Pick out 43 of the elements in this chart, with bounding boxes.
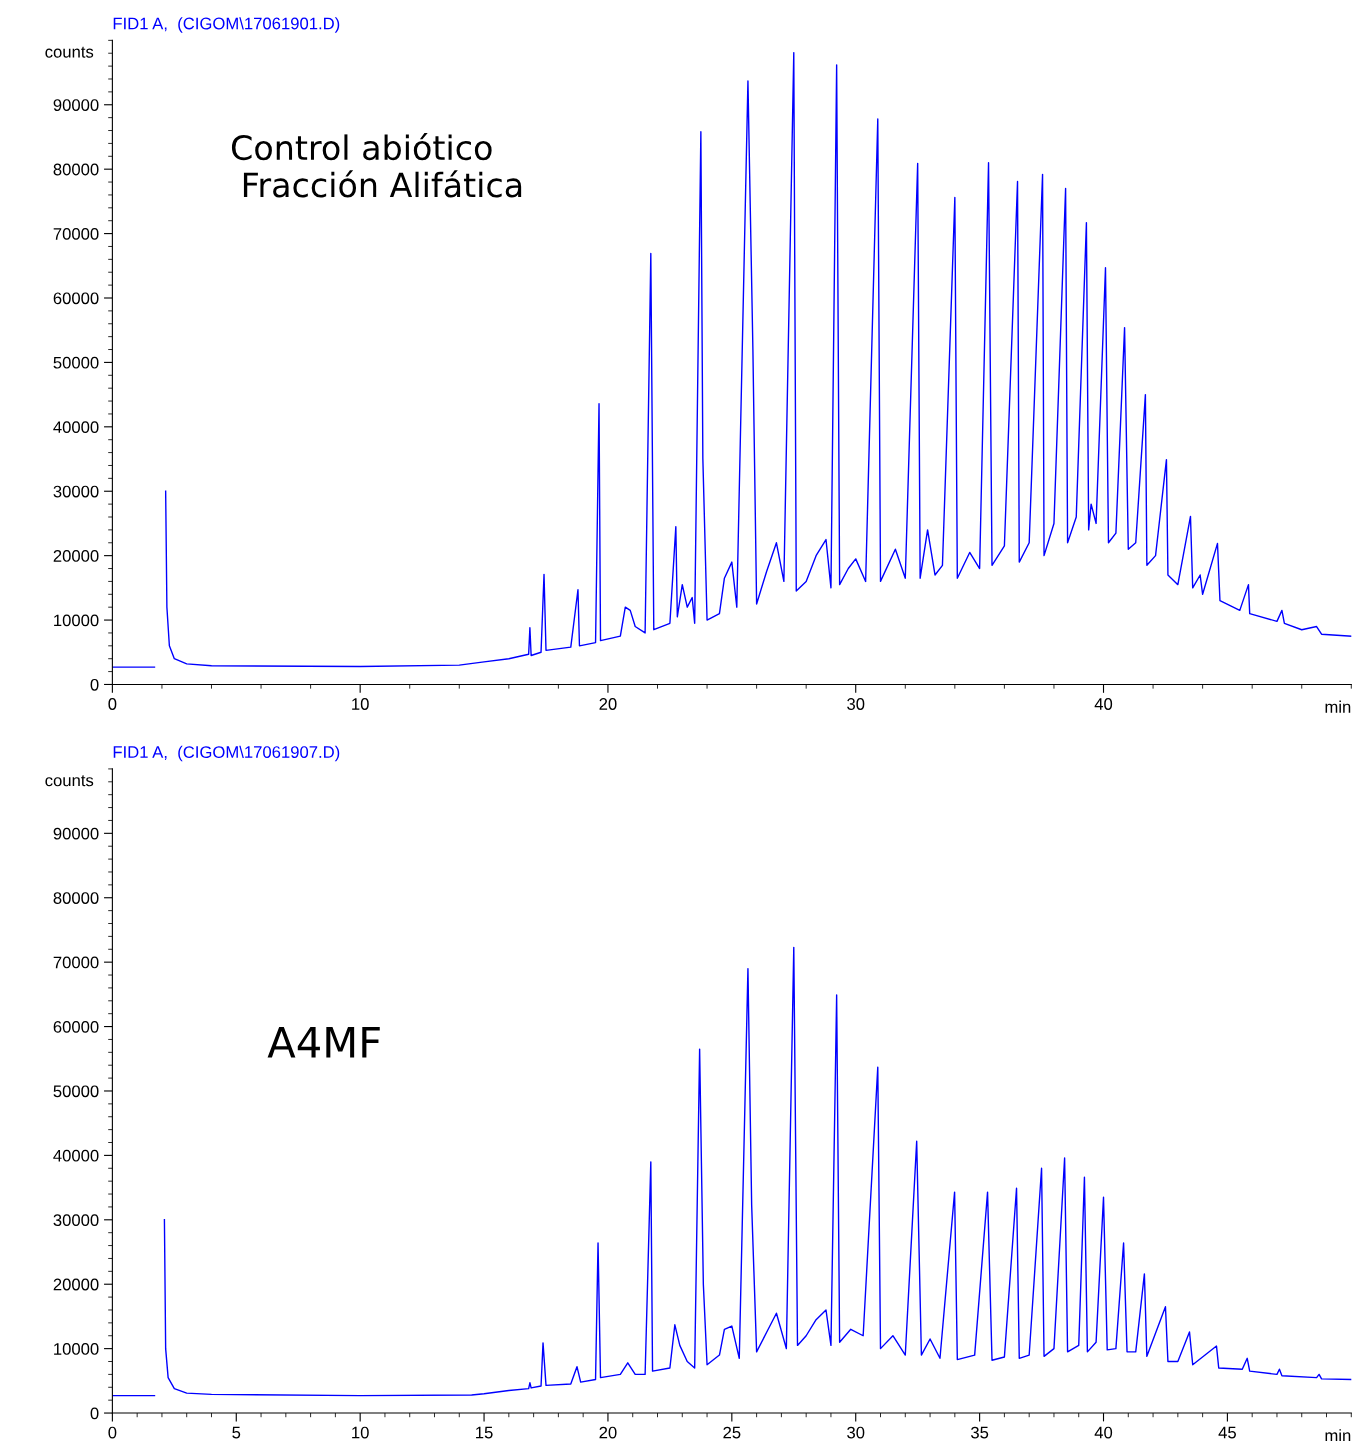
x-axis-title: min: [1325, 700, 1351, 713]
chart-title: FID1 A, (CIGOM\17061907.D): [113, 745, 340, 762]
y-tick-label: 30000: [53, 485, 99, 498]
y-tick-label: 0: [90, 1407, 99, 1420]
y-tick-label: 0: [90, 678, 99, 691]
chart-title: FID1 A, (CIGOM\17061901.D): [113, 17, 340, 33]
x-tick-label: 5: [232, 1426, 241, 1439]
x-tick-label: 15: [476, 1426, 493, 1439]
x-tick-label: 25: [723, 1426, 741, 1439]
y-tick-label: 60000: [53, 1020, 99, 1033]
y-tick-label: 90000: [53, 827, 99, 840]
x-tick-label: 35: [970, 1426, 989, 1439]
y-tick-label: 80000: [53, 892, 99, 904]
y-tick-label: 50000: [53, 1085, 99, 1098]
annotation: A4MF: [267, 1027, 380, 1058]
y-tick-label: 70000: [53, 956, 99, 969]
x-tick-label: 0: [108, 1426, 117, 1439]
x-tick-label: 10: [352, 1426, 369, 1439]
y-tick-label: 40000: [53, 1149, 99, 1162]
x-tick-label: 40: [1094, 698, 1113, 710]
x-tick-label: 10: [352, 698, 369, 710]
y-tick-label: 90000: [53, 99, 99, 111]
y-tick-label: 10000: [54, 614, 99, 627]
y-tick-label: 20000: [53, 550, 99, 562]
x-axis-title: min: [1325, 1429, 1351, 1441]
y-tick-label: 70000: [53, 227, 99, 240]
y-tick-label: 80000: [53, 163, 99, 176]
y-tick-label: 30000: [53, 1214, 99, 1227]
y-tick-label: 60000: [53, 292, 99, 305]
x-tick-label: 30: [847, 1426, 865, 1439]
x-tick-label: 0: [108, 698, 117, 710]
annotation: Control abiótico Fracción Alifática: [231, 133, 522, 198]
y-tick-label: 10000: [54, 1343, 99, 1355]
y-axis-title: counts: [45, 46, 94, 58]
y-axis-title: counts: [45, 775, 94, 787]
x-tick-label: 30: [847, 698, 865, 710]
x-tick-label: 45: [1218, 1426, 1236, 1439]
x-tick-label: 40: [1094, 1426, 1113, 1439]
x-tick-label: 20: [599, 1426, 617, 1439]
y-tick-label: 20000: [53, 1278, 99, 1291]
y-tick-label: 40000: [53, 421, 99, 434]
y-tick-label: 50000: [53, 356, 99, 369]
x-tick-label: 20: [599, 698, 617, 710]
